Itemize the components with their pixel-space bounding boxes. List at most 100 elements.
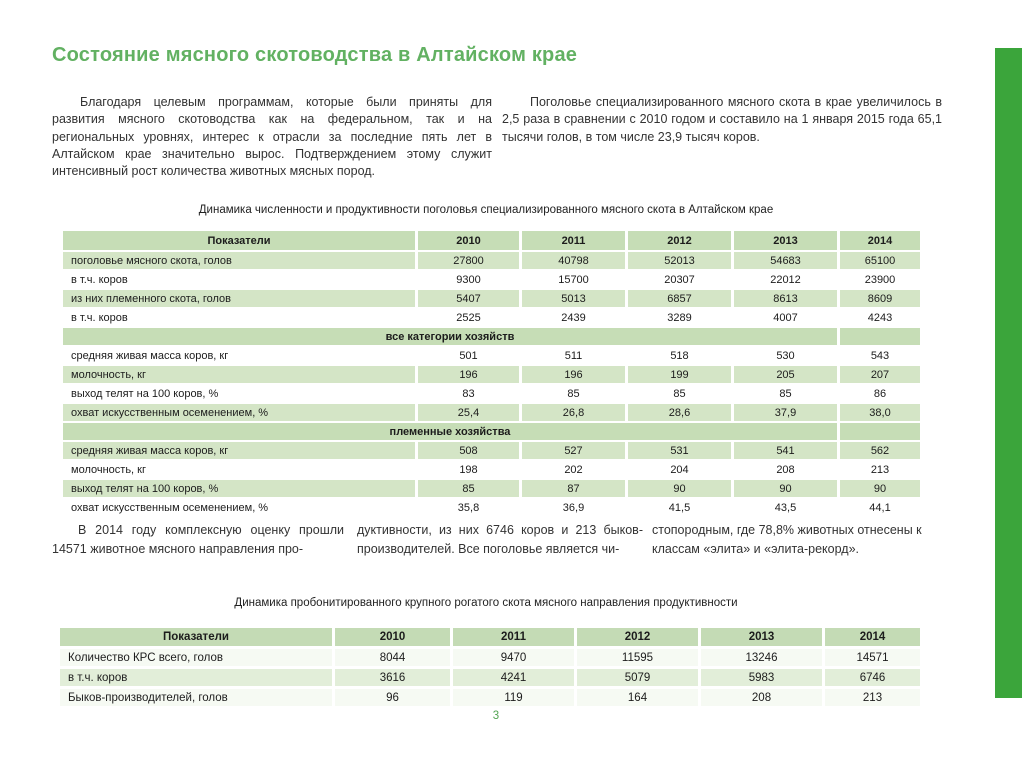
- column-header: 2013: [698, 628, 822, 649]
- value-cell: 52013: [625, 252, 731, 271]
- value-cell: 54683: [731, 252, 837, 271]
- table-row: молочность, кг 198 202 204 208 213: [63, 461, 920, 480]
- column-header: Показатели: [63, 231, 415, 252]
- value-cell: 9470: [450, 649, 574, 669]
- value-cell: 501: [415, 347, 519, 366]
- table2-caption: Динамика пробонитированного крупного рог…: [234, 597, 738, 609]
- table-row: поголовье мясного скота, голов 27800 407…: [63, 252, 920, 271]
- value-cell: 562: [837, 442, 920, 461]
- section-filler-cell: [837, 423, 920, 442]
- value-cell: 5983: [698, 669, 822, 689]
- intro-paragraph-left: Благодаря целевым программам, которые бы…: [52, 95, 492, 178]
- value-cell: 207: [837, 366, 920, 385]
- value-cell: 508: [415, 442, 519, 461]
- row-label-cell: Быков-производителей, голов: [60, 689, 332, 709]
- table-header-row: Показатели 2010 2011 2012 2013 2014: [63, 231, 920, 252]
- row-label-cell: в т.ч. коров: [60, 669, 332, 689]
- value-cell: 531: [625, 442, 731, 461]
- value-cell: 11595: [574, 649, 698, 669]
- value-cell: 90: [731, 480, 837, 499]
- section-header-row: племенные хозяйства: [63, 423, 920, 442]
- table-row: молочность, кг 196 196 199 205 207: [63, 366, 920, 385]
- table-row: охват искусственным осеменением, % 35,8 …: [63, 499, 920, 518]
- value-cell: 530: [731, 347, 837, 366]
- table1-livestock-dynamics: Показатели 2010 2011 2012 2013 2014 пого…: [63, 231, 920, 518]
- value-cell: 36,9: [519, 499, 625, 518]
- row-label-cell: Количество КРС всего, голов: [60, 649, 332, 669]
- value-cell: 2525: [415, 309, 519, 328]
- value-cell: 196: [415, 366, 519, 385]
- table-header-row: Показатели 2010 2011 2012 2013 2014: [60, 628, 920, 649]
- value-cell: 85: [731, 385, 837, 404]
- row-label-cell: в т.ч. коров: [63, 271, 415, 290]
- value-cell: 40798: [519, 252, 625, 271]
- row-label-cell: поголовье мясного скота, голов: [63, 252, 415, 271]
- value-cell: 6857: [625, 290, 731, 309]
- value-cell: 6746: [822, 669, 920, 689]
- table-row: охват искусственным осеменением, % 25,4 …: [63, 404, 920, 423]
- value-cell: 541: [731, 442, 837, 461]
- row-label-cell: охват искусственным осеменением, %: [63, 499, 415, 518]
- value-cell: 43,5: [731, 499, 837, 518]
- value-cell: 15700: [519, 271, 625, 290]
- value-cell: 3616: [332, 669, 450, 689]
- value-cell: 35,8: [415, 499, 519, 518]
- column-header: 2011: [519, 231, 625, 252]
- value-cell: 14571: [822, 649, 920, 669]
- intro-paragraph-right: Поголовье специализированного мясного ск…: [502, 95, 942, 144]
- value-cell: 2439: [519, 309, 625, 328]
- section-title: все категории хозяйств: [63, 328, 837, 347]
- value-cell: 20307: [625, 271, 731, 290]
- value-cell: 208: [698, 689, 822, 709]
- value-cell: 202: [519, 461, 625, 480]
- column-header: 2010: [332, 628, 450, 649]
- value-cell: 511: [519, 347, 625, 366]
- value-cell: 9300: [415, 271, 519, 290]
- value-cell: 8613: [731, 290, 837, 309]
- value-cell: 85: [415, 480, 519, 499]
- table-row: из них племенного скота, голов 5407 5013…: [63, 290, 920, 309]
- value-cell: 96: [332, 689, 450, 709]
- value-cell: 5079: [574, 669, 698, 689]
- value-cell: 41,5: [625, 499, 731, 518]
- value-cell: 28,6: [625, 404, 731, 423]
- value-cell: 85: [625, 385, 731, 404]
- table-row: в т.ч. коров 2525 2439 3289 4007 4243: [63, 309, 920, 328]
- column-header: 2011: [450, 628, 574, 649]
- row-label-cell: молочность, кг: [63, 461, 415, 480]
- row-label-cell: охват искусственным осеменением, %: [63, 404, 415, 423]
- column-header: 2010: [415, 231, 519, 252]
- value-cell: 8609: [837, 290, 920, 309]
- row-label-cell: средняя живая масса коров, кг: [63, 442, 415, 461]
- table-row: в т.ч. коров 3616 4241 5079 5983 6746: [60, 669, 920, 689]
- value-cell: 26,8: [519, 404, 625, 423]
- value-cell: 86: [837, 385, 920, 404]
- value-cell: 90: [625, 480, 731, 499]
- value-cell: 85: [519, 385, 625, 404]
- value-cell: 13246: [698, 649, 822, 669]
- value-cell: 22012: [731, 271, 837, 290]
- body-text-column-1: В 2014 году комплексную оценку прошли 14…: [52, 523, 344, 557]
- value-cell: 83: [415, 385, 519, 404]
- row-label-cell: средняя живая масса коров, кг: [63, 347, 415, 366]
- value-cell: 5407: [415, 290, 519, 309]
- value-cell: 119: [450, 689, 574, 709]
- value-cell: 213: [822, 689, 920, 709]
- value-cell: 90: [837, 480, 920, 499]
- table-row: выход телят на 100 коров, % 83 85 85 85 …: [63, 385, 920, 404]
- table1-caption: Динамика численности и продуктивности по…: [198, 204, 774, 216]
- page-title: Состояние мясного скотоводства в Алтайск…: [52, 44, 578, 66]
- table-row: Количество КРС всего, голов 8044 9470 11…: [60, 649, 920, 669]
- value-cell: 87: [519, 480, 625, 499]
- column-header: 2012: [574, 628, 698, 649]
- value-cell: 44,1: [837, 499, 920, 518]
- page-number: 3: [492, 710, 500, 722]
- value-cell: 198: [415, 461, 519, 480]
- table-row: выход телят на 100 коров, % 85 87 90 90 …: [63, 480, 920, 499]
- column-header: 2013: [731, 231, 837, 252]
- value-cell: 3289: [625, 309, 731, 328]
- table-row: средняя живая масса коров, кг 508 527 53…: [63, 442, 920, 461]
- value-cell: 27800: [415, 252, 519, 271]
- value-cell: 518: [625, 347, 731, 366]
- value-cell: 199: [625, 366, 731, 385]
